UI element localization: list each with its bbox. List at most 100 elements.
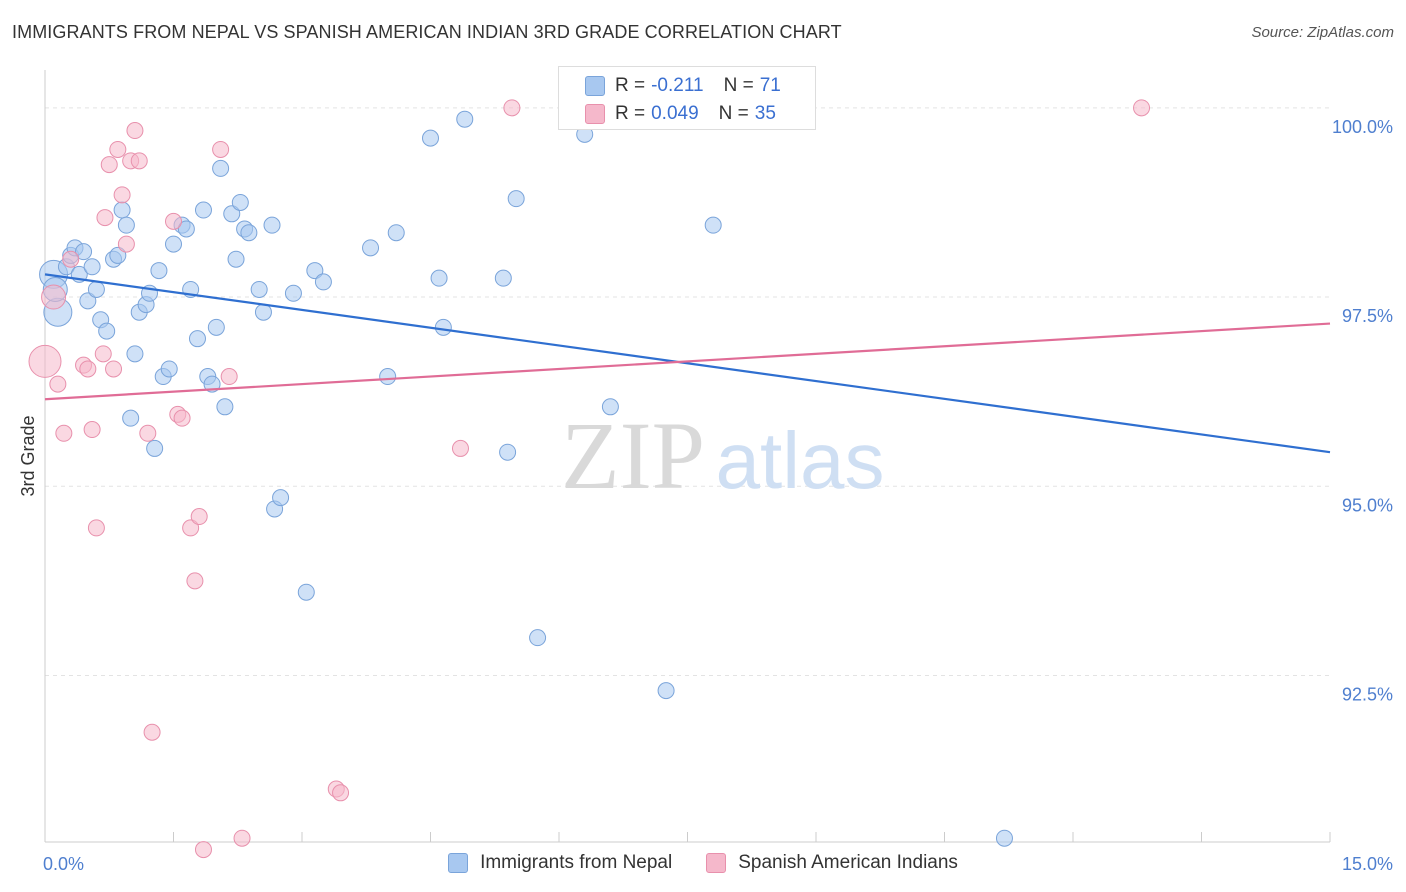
legend-swatch-spanish <box>706 853 727 873</box>
point-spanish <box>41 284 67 310</box>
point-spanish <box>87 519 105 537</box>
point-spanish <box>194 841 212 859</box>
stats-n-value: 71 <box>759 75 781 96</box>
point-nepal <box>98 322 116 340</box>
point-spanish <box>139 424 157 442</box>
legend-item-nepal[interactable]: Immigrants from Nepal <box>448 852 672 874</box>
point-nepal <box>212 159 230 177</box>
point-nepal <box>160 360 178 378</box>
stats-n-label: N = <box>718 103 749 124</box>
stats-box: R = -0.211 N = 71 R = 0.049 N = 35 <box>558 66 816 130</box>
point-nepal <box>87 280 105 298</box>
y-tick-label: 97.5% <box>1342 306 1393 326</box>
point-spanish <box>79 360 97 378</box>
trend-lines <box>44 273 1331 454</box>
point-spanish <box>117 235 135 253</box>
point-spanish <box>451 439 469 457</box>
point-nepal <box>117 216 135 234</box>
point-nepal <box>216 398 234 416</box>
point-spanish <box>100 156 118 174</box>
point-spanish <box>190 508 208 526</box>
point-nepal <box>494 269 512 287</box>
point-nepal <box>297 583 315 601</box>
point-nepal <box>263 216 281 234</box>
point-nepal <box>165 235 182 253</box>
point-nepal <box>306 262 324 280</box>
point-spanish <box>182 519 200 537</box>
stats-r-label: R = <box>615 103 646 124</box>
legend-item-spanish[interactable]: Spanish American Indians <box>706 852 958 874</box>
point-nepal <box>231 193 249 211</box>
watermark: ZIP atlas <box>561 402 884 509</box>
point-nepal <box>113 201 131 219</box>
point-nepal <box>434 318 452 336</box>
point-nepal <box>704 216 722 234</box>
point-nepal <box>122 409 140 427</box>
point-nepal <box>507 190 525 208</box>
point-nepal <box>314 273 332 291</box>
point-nepal <box>422 129 439 147</box>
point-nepal <box>109 246 127 264</box>
point-nepal <box>601 398 619 416</box>
point-spanish <box>1133 99 1151 117</box>
point-spanish <box>105 360 123 378</box>
point-spanish <box>220 368 238 386</box>
point-spanish <box>28 344 62 378</box>
point-nepal <box>499 443 517 461</box>
data-points <box>28 99 1151 859</box>
stats-r-value: 0.049 <box>651 103 699 124</box>
point-spanish <box>173 409 191 427</box>
point-nepal <box>250 280 268 298</box>
point-spanish <box>62 250 80 268</box>
point-nepal <box>194 201 212 219</box>
point-spanish <box>94 345 112 363</box>
trend-line-nepal <box>44 273 1331 454</box>
point-nepal <box>146 439 164 457</box>
point-spanish <box>233 829 251 847</box>
point-nepal <box>529 629 547 647</box>
point-nepal <box>240 224 258 242</box>
legend-label-spanish: Spanish American Indians <box>738 852 958 873</box>
trend-line-spanish <box>44 322 1331 401</box>
watermark-zip: ZIP <box>561 402 705 509</box>
point-nepal <box>430 269 448 287</box>
point-nepal <box>75 243 93 261</box>
point-spanish <box>126 122 144 140</box>
point-nepal <box>227 250 245 268</box>
watermark-atlas: atlas <box>716 416 885 505</box>
point-spanish <box>83 421 101 439</box>
point-spanish <box>143 723 161 741</box>
legend-swatch-nepal <box>448 853 469 873</box>
point-spanish <box>186 572 204 590</box>
stats-r-label: R = <box>615 75 646 96</box>
axes <box>44 70 1331 843</box>
point-spanish <box>109 140 127 158</box>
point-nepal <box>150 262 168 280</box>
stats-r-value: -0.211 <box>651 75 704 96</box>
point-spanish <box>113 186 131 204</box>
x-tick-label: 15.0% <box>1342 854 1393 874</box>
y-tick-label: 95.0% <box>1342 495 1393 515</box>
point-nepal <box>362 239 380 257</box>
stats-n-label: N = <box>723 75 754 96</box>
point-nepal <box>126 345 144 363</box>
point-spanish <box>49 375 67 393</box>
point-nepal <box>387 224 405 242</box>
x-tick-label: 0.0% <box>43 854 84 874</box>
stats-row-nepal: R = -0.211 N = 71 <box>585 73 781 99</box>
legend-label-nepal: Immigrants from Nepal <box>480 852 673 873</box>
y-tick-label: 100.0% <box>1332 117 1393 137</box>
point-spanish <box>165 212 182 230</box>
stats-swatch-nepal <box>585 76 605 96</box>
stats-n-value: 35 <box>754 103 776 124</box>
chart-title: IMMIGRANTS FROM NEPAL VS SPANISH AMERICA… <box>12 22 842 42</box>
point-spanish <box>55 424 73 442</box>
tick-labels: 100.0% 97.5% 95.0% 92.5% 0.0% 15.0% <box>43 117 1393 874</box>
y-tick-label: 92.5% <box>1342 684 1393 704</box>
point-spanish <box>212 140 230 158</box>
point-nepal <box>223 205 241 223</box>
point-nepal <box>207 318 225 336</box>
point-nepal <box>177 220 195 238</box>
grid-lines <box>45 107 1330 676</box>
